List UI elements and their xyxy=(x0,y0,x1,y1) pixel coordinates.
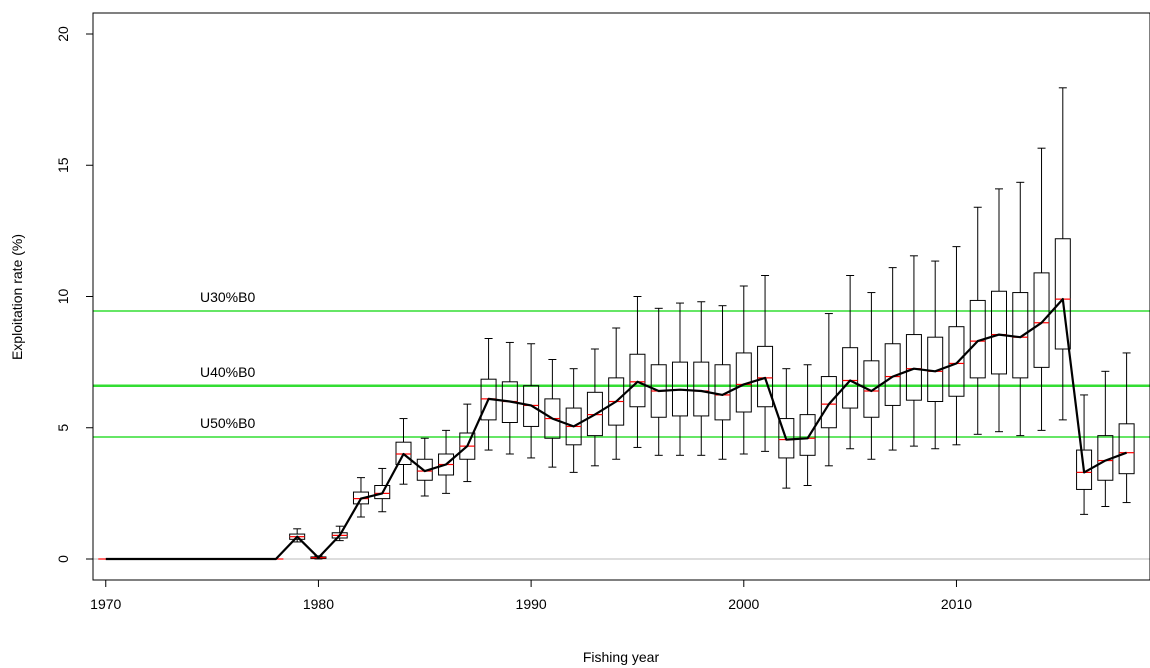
boxplot-2009 xyxy=(927,260,944,450)
x-tick-label-2000: 2000 xyxy=(728,596,759,612)
boxplots xyxy=(98,87,1135,560)
boxplot-2010 xyxy=(948,246,965,446)
boxplot-2014 xyxy=(1033,147,1050,431)
y-tick-label-5: 5 xyxy=(55,424,71,432)
box xyxy=(629,353,646,408)
reference-label-u40pctb0: U40%B0 xyxy=(200,364,255,380)
x-tick-label-1990: 1990 xyxy=(516,596,547,612)
box xyxy=(1054,238,1071,350)
box xyxy=(757,345,774,408)
box xyxy=(842,347,859,409)
boxplot-1979 xyxy=(289,528,306,543)
boxplot-2006 xyxy=(863,292,880,460)
boxplot-1984 xyxy=(395,418,412,485)
reference-lines: U30%B0 U40%B0 U50%B0 xyxy=(93,289,1150,560)
boxplot-1996 xyxy=(650,307,667,456)
boxplot-1995 xyxy=(629,296,646,448)
boxplot-2017 xyxy=(1097,370,1114,507)
median-line-layer xyxy=(105,298,1127,561)
y-axis: 0 5 10 15 20 xyxy=(55,26,93,563)
box xyxy=(1033,272,1050,368)
boxplot-1994 xyxy=(608,327,625,460)
boxplot-2007 xyxy=(884,267,901,451)
x-axis: 1970 1980 1990 2000 2010 xyxy=(90,579,972,612)
x-tick-label-1980: 1980 xyxy=(303,596,334,612)
x-axis-label: Fishing year xyxy=(583,649,660,665)
x-tick-label-1970: 1970 xyxy=(90,596,121,612)
boxplot-2004 xyxy=(820,313,837,467)
box xyxy=(352,491,369,505)
median-line xyxy=(105,298,1127,561)
reference-label-u30pctb0: U30%B0 xyxy=(200,289,255,305)
boxplot-1991 xyxy=(544,359,561,468)
y-tick-label-20: 20 xyxy=(55,26,71,42)
boxplot-2013 xyxy=(1012,181,1029,437)
boxplot-1990 xyxy=(523,343,540,459)
box xyxy=(586,391,603,437)
boxplot-1988 xyxy=(480,338,497,451)
box xyxy=(374,485,391,500)
box xyxy=(671,361,688,417)
box xyxy=(799,414,816,456)
boxplot-1983 xyxy=(374,467,391,513)
box xyxy=(693,361,710,417)
reference-label-u50pctb0: U50%B0 xyxy=(200,415,255,431)
boxplot-1986 xyxy=(438,429,455,494)
box xyxy=(820,376,837,429)
boxplot-2011 xyxy=(969,206,986,435)
box xyxy=(523,385,540,427)
y-tick-label-0: 0 xyxy=(55,555,71,563)
boxplot-1997 xyxy=(671,302,688,456)
y-tick-label-15: 15 xyxy=(55,157,71,173)
box xyxy=(948,326,965,397)
box xyxy=(1076,449,1093,490)
boxplot-2005 xyxy=(842,275,859,450)
boxplot-2016 xyxy=(1076,394,1093,515)
box xyxy=(1012,292,1029,379)
box xyxy=(1118,423,1135,475)
box xyxy=(991,290,1007,375)
box xyxy=(863,360,880,418)
boxplot-2015 xyxy=(1054,87,1071,421)
boxplot-1998 xyxy=(693,301,710,456)
y-tick-label-10: 10 xyxy=(55,289,71,305)
x-tick-label-2010: 2010 xyxy=(941,596,972,612)
boxplot-2001 xyxy=(757,275,774,452)
boxplot-2008 xyxy=(905,255,922,447)
boxplot-2003 xyxy=(799,364,816,486)
y-axis-label: Exploitation rate (%) xyxy=(9,234,25,360)
boxplot-1987 xyxy=(459,403,476,483)
boxplot-1992 xyxy=(565,368,582,473)
box xyxy=(395,441,412,465)
boxplot-1993 xyxy=(586,348,603,467)
boxplot-2018 xyxy=(1118,352,1135,504)
box xyxy=(905,334,922,401)
